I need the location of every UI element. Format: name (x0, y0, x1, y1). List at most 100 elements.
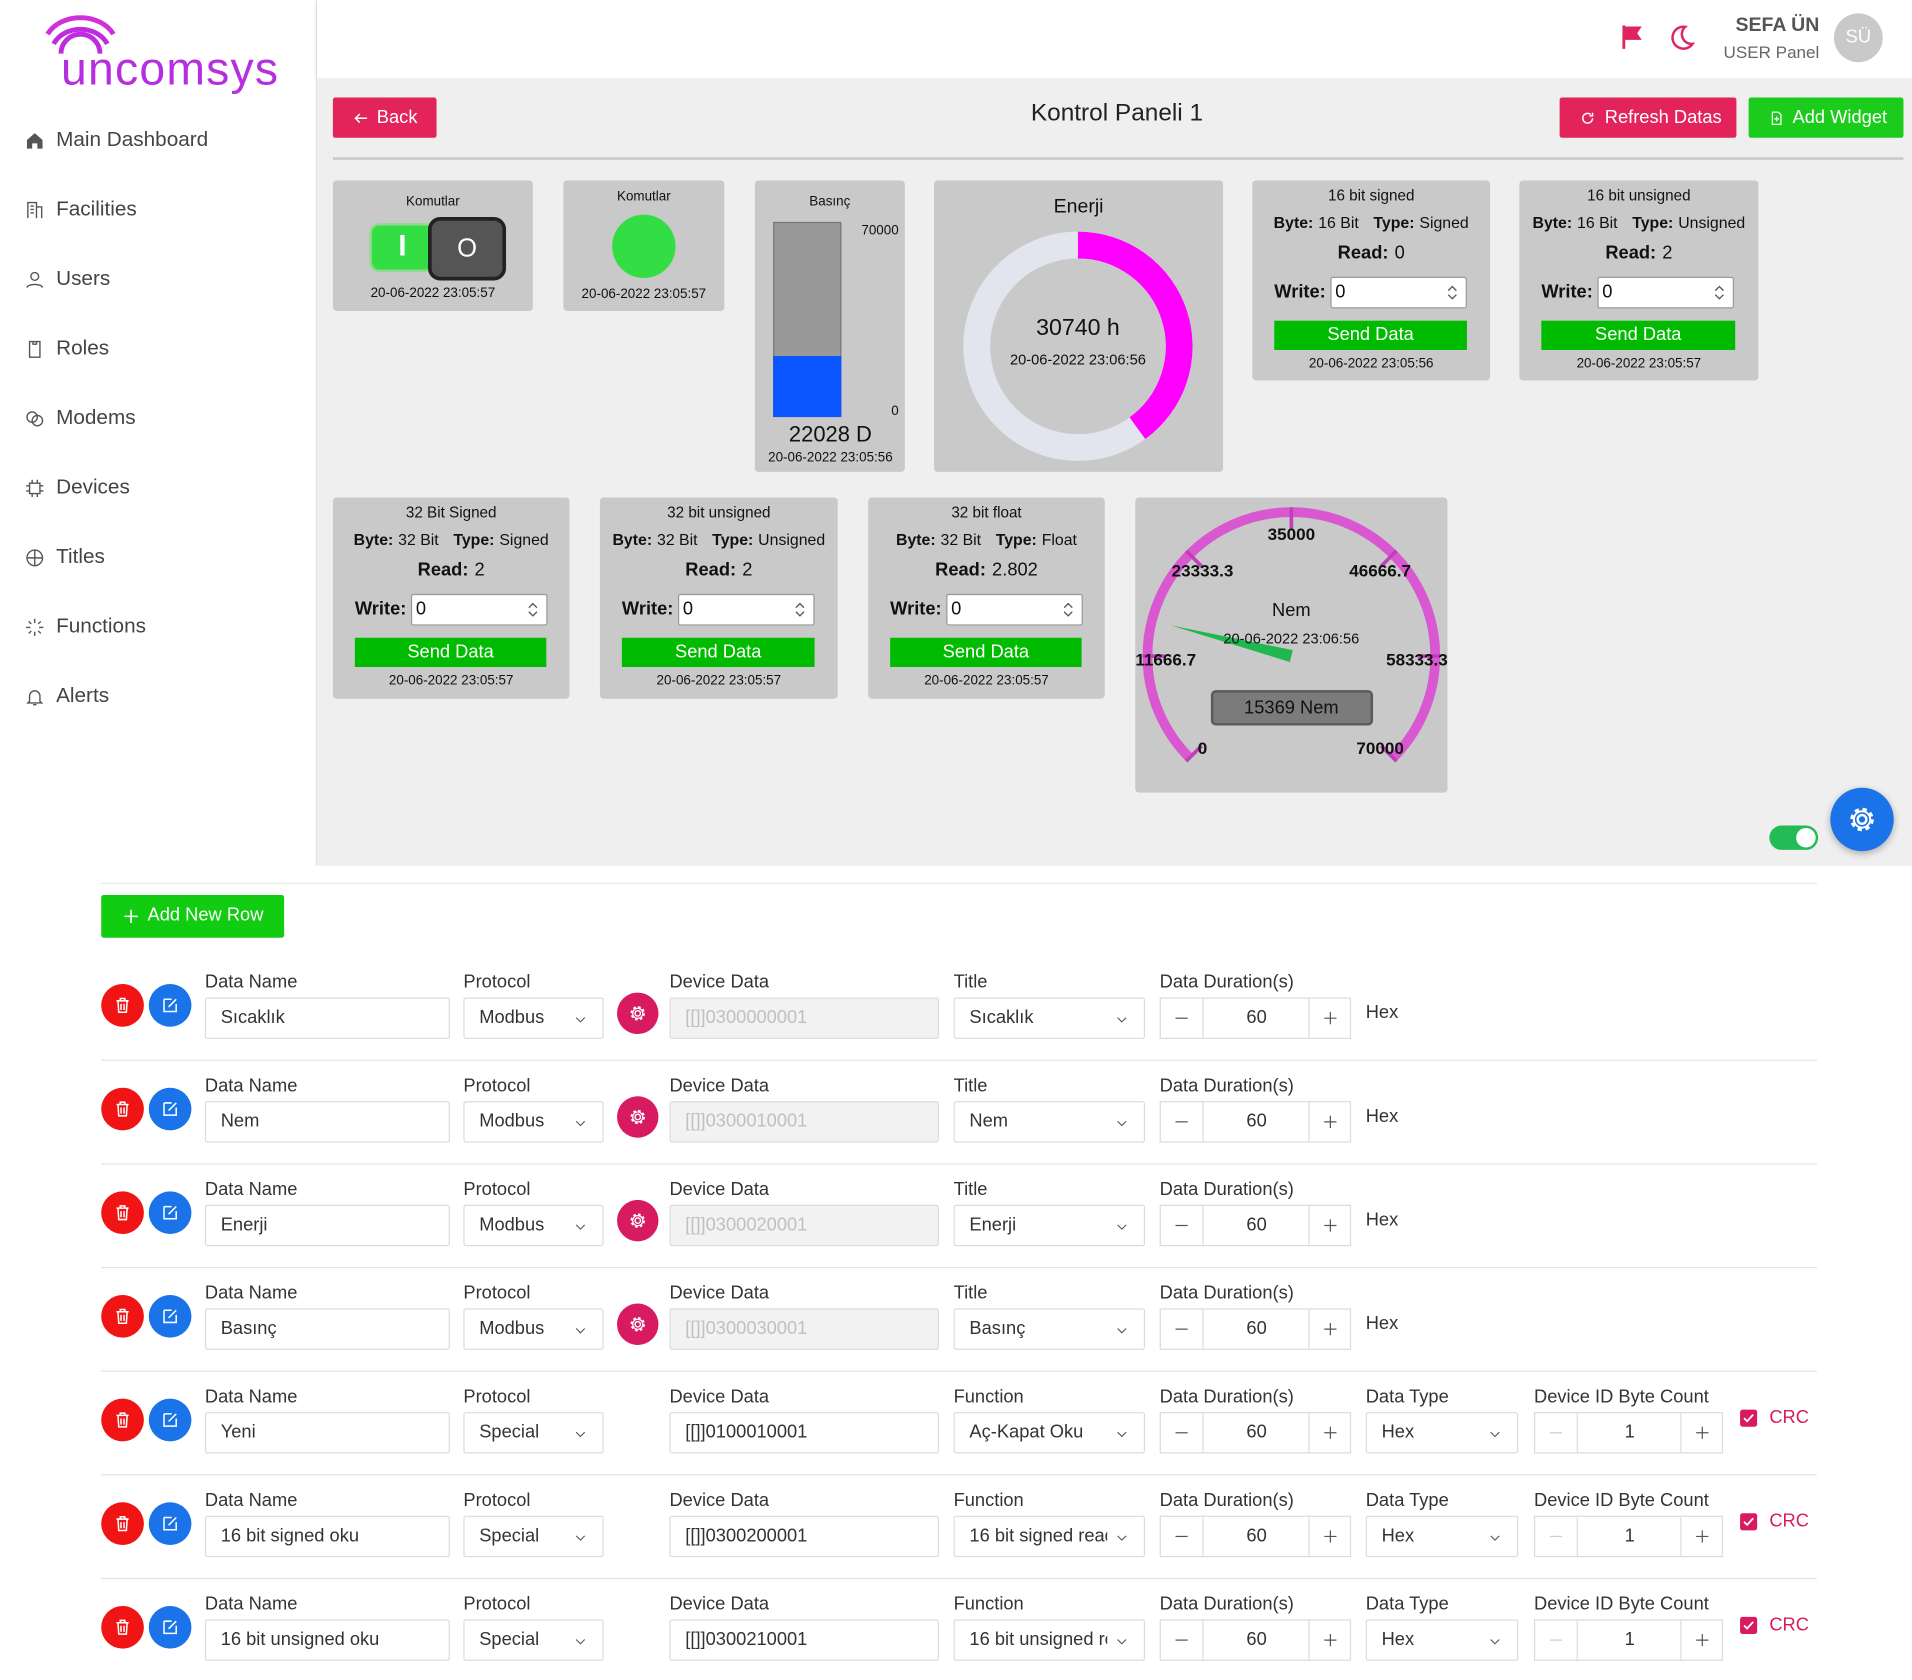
select[interactable]: Aç-Kapat Oku (953, 1412, 1146, 1454)
edit-button[interactable] (148, 1191, 192, 1235)
refresh-button[interactable]: Refresh Datas (1559, 97, 1737, 138)
stepper[interactable]: 1 (1534, 1515, 1724, 1558)
delete-button[interactable] (101, 1502, 144, 1545)
nav-item[interactable]: Users (17, 257, 305, 301)
nav-item[interactable]: Main Dashboard (17, 118, 305, 162)
delete-button[interactable] (101, 1605, 144, 1649)
edit-button[interactable] (148, 1087, 192, 1131)
nav-item[interactable]: Alerts (17, 674, 305, 718)
select[interactable]: Basınç (953, 1308, 1146, 1350)
write-input[interactable]: 0 (1597, 276, 1734, 309)
minus-button[interactable] (1535, 1516, 1578, 1556)
plus-button[interactable] (1680, 1516, 1721, 1556)
crc-checkbox[interactable] (1740, 1513, 1758, 1531)
input[interactable]: Basınç (204, 1308, 450, 1350)
plus-button[interactable] (1308, 998, 1349, 1038)
nav-item[interactable]: Titles (17, 535, 305, 579)
avatar[interactable]: SÜ (1833, 13, 1883, 63)
auto-refresh-toggle[interactable] (1769, 825, 1819, 850)
minus-button[interactable] (1535, 1620, 1578, 1660)
select[interactable]: 16 bit signed read (953, 1515, 1146, 1558)
add-widget-button[interactable]: Add Widget (1748, 97, 1904, 138)
write-input[interactable]: 0 (410, 593, 548, 626)
input[interactable]: Nem (204, 1101, 450, 1143)
select[interactable]: Modbus (463, 1308, 604, 1350)
minus-button[interactable] (1161, 1309, 1204, 1349)
delete-button[interactable] (101, 1087, 144, 1131)
input[interactable]: 16 bit signed oku (204, 1515, 450, 1558)
edit-button[interactable] (148, 1398, 192, 1442)
stepper[interactable]: 60 (1159, 1412, 1352, 1454)
nav-item[interactable]: Functions (17, 605, 305, 649)
input[interactable]: Enerji (204, 1204, 450, 1247)
settings-fab[interactable] (1830, 787, 1894, 852)
minus-button[interactable] (1161, 1413, 1204, 1453)
input[interactable]: [[]]0300200001 (669, 1515, 939, 1558)
select[interactable]: Modbus (463, 997, 604, 1039)
stepper[interactable]: 60 (1159, 1515, 1352, 1558)
stepper[interactable]: 1 (1534, 1412, 1724, 1454)
input[interactable]: Sıcaklık (204, 997, 450, 1039)
send-button[interactable]: Send Data (1541, 320, 1736, 350)
nav-item[interactable]: Modems (17, 396, 305, 440)
minus-button[interactable] (1161, 1102, 1204, 1142)
minus-button[interactable] (1161, 1516, 1204, 1556)
plus-button[interactable] (1308, 1205, 1349, 1246)
write-input[interactable]: 0 (677, 593, 815, 626)
minus-button[interactable] (1161, 1620, 1204, 1660)
select[interactable]: 16 bit unsigned read (953, 1619, 1146, 1661)
select[interactable]: Modbus (463, 1204, 604, 1247)
device-settings-button[interactable] (617, 1199, 659, 1242)
nav-item[interactable]: Roles (17, 327, 305, 371)
input[interactable]: [[]]0300030001 (669, 1308, 939, 1350)
select[interactable]: Hex (1365, 1619, 1519, 1661)
add-row-button[interactable]: Add New Row (101, 895, 285, 938)
edit-button[interactable] (148, 1605, 192, 1649)
select[interactable]: Hex (1365, 1515, 1519, 1558)
crc-checkbox[interactable] (1740, 1409, 1758, 1427)
stepper[interactable]: 1 (1534, 1619, 1724, 1661)
device-settings-button[interactable] (617, 1303, 659, 1345)
plus-button[interactable] (1680, 1413, 1721, 1453)
stepper[interactable]: 60 (1159, 1101, 1352, 1143)
send-button[interactable]: Send Data (621, 637, 815, 668)
select[interactable]: Sıcaklık (953, 997, 1146, 1039)
select[interactable]: Special (463, 1619, 604, 1661)
select[interactable]: Nem (953, 1101, 1146, 1143)
input[interactable]: [[]]0300010001 (669, 1101, 939, 1143)
write-input[interactable]: 0 (946, 593, 1083, 626)
input[interactable]: [[]]0100010001 (669, 1412, 939, 1454)
minus-button[interactable] (1161, 1205, 1204, 1246)
crc-checkbox[interactable] (1740, 1616, 1758, 1634)
delete-button[interactable] (101, 984, 144, 1027)
edit-button[interactable] (148, 1295, 192, 1338)
send-button[interactable]: Send Data (354, 637, 547, 668)
plus-button[interactable] (1308, 1516, 1349, 1556)
back-button[interactable]: Back (332, 97, 437, 138)
select[interactable]: Hex (1365, 1412, 1519, 1454)
device-settings-button[interactable] (617, 1096, 659, 1138)
nav-item[interactable]: Facilities (17, 188, 305, 232)
send-button[interactable]: Send Data (890, 637, 1082, 668)
write-input[interactable]: 0 (1330, 276, 1467, 309)
stepper[interactable]: 60 (1159, 997, 1352, 1039)
device-settings-button[interactable] (617, 992, 659, 1035)
select[interactable]: Special (463, 1412, 604, 1454)
minus-button[interactable] (1535, 1413, 1578, 1453)
select[interactable]: Modbus (463, 1101, 604, 1143)
delete-button[interactable] (101, 1295, 144, 1338)
send-button[interactable]: Send Data (1274, 320, 1467, 350)
switch-off[interactable]: O (428, 217, 507, 281)
select[interactable]: Special (463, 1515, 604, 1558)
select[interactable]: Enerji (953, 1204, 1146, 1247)
edit-button[interactable] (148, 984, 192, 1027)
edit-button[interactable] (148, 1502, 192, 1545)
plus-button[interactable] (1308, 1620, 1349, 1660)
stepper[interactable]: 60 (1159, 1308, 1352, 1350)
nav-item[interactable]: Devices (17, 466, 305, 510)
input[interactable]: [[]]0300210001 (669, 1619, 939, 1661)
input[interactable]: [[]]0300000001 (669, 997, 939, 1039)
plus-button[interactable] (1308, 1413, 1349, 1453)
plus-button[interactable] (1308, 1102, 1349, 1142)
input[interactable]: Yeni (204, 1412, 450, 1454)
